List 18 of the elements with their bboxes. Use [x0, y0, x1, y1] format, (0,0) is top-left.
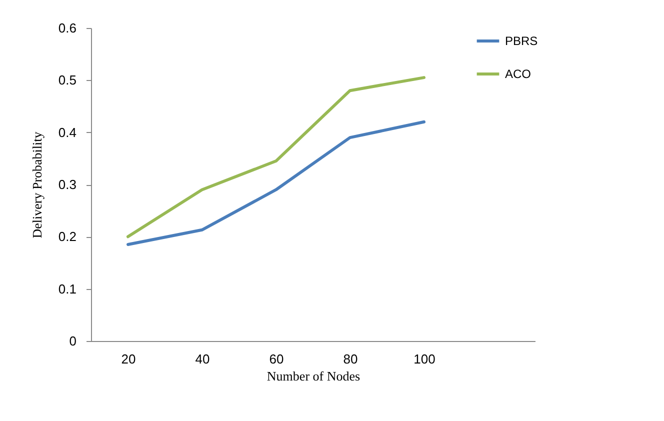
y-tick-label: 0.1 — [58, 281, 76, 296]
legend-label: PBRS — [505, 34, 538, 48]
x-tick-label: 60 — [269, 352, 284, 366]
y-tick-label: 0.4 — [58, 124, 76, 140]
y-tick-label: 0.3 — [58, 177, 76, 192]
x-tick-label: 100 — [414, 352, 436, 366]
x-axis-title: Number of Nodes — [266, 368, 360, 384]
y-tick-label: 0.2 — [58, 229, 76, 244]
x-tick-label: 80 — [343, 352, 358, 366]
line-series — [126, 76, 426, 238]
x-tick-label: 20 — [121, 352, 136, 366]
y-tick-label: 0.6 — [58, 20, 76, 36]
x-tick-label: 40 — [195, 352, 210, 366]
y-tick-label: 0 — [69, 334, 76, 348]
legend-label: ACO — [505, 67, 532, 81]
line-series — [126, 120, 426, 246]
y-axis-title: Delivery Probability — [29, 131, 44, 238]
y-tick-label: 0.5 — [58, 72, 76, 88]
